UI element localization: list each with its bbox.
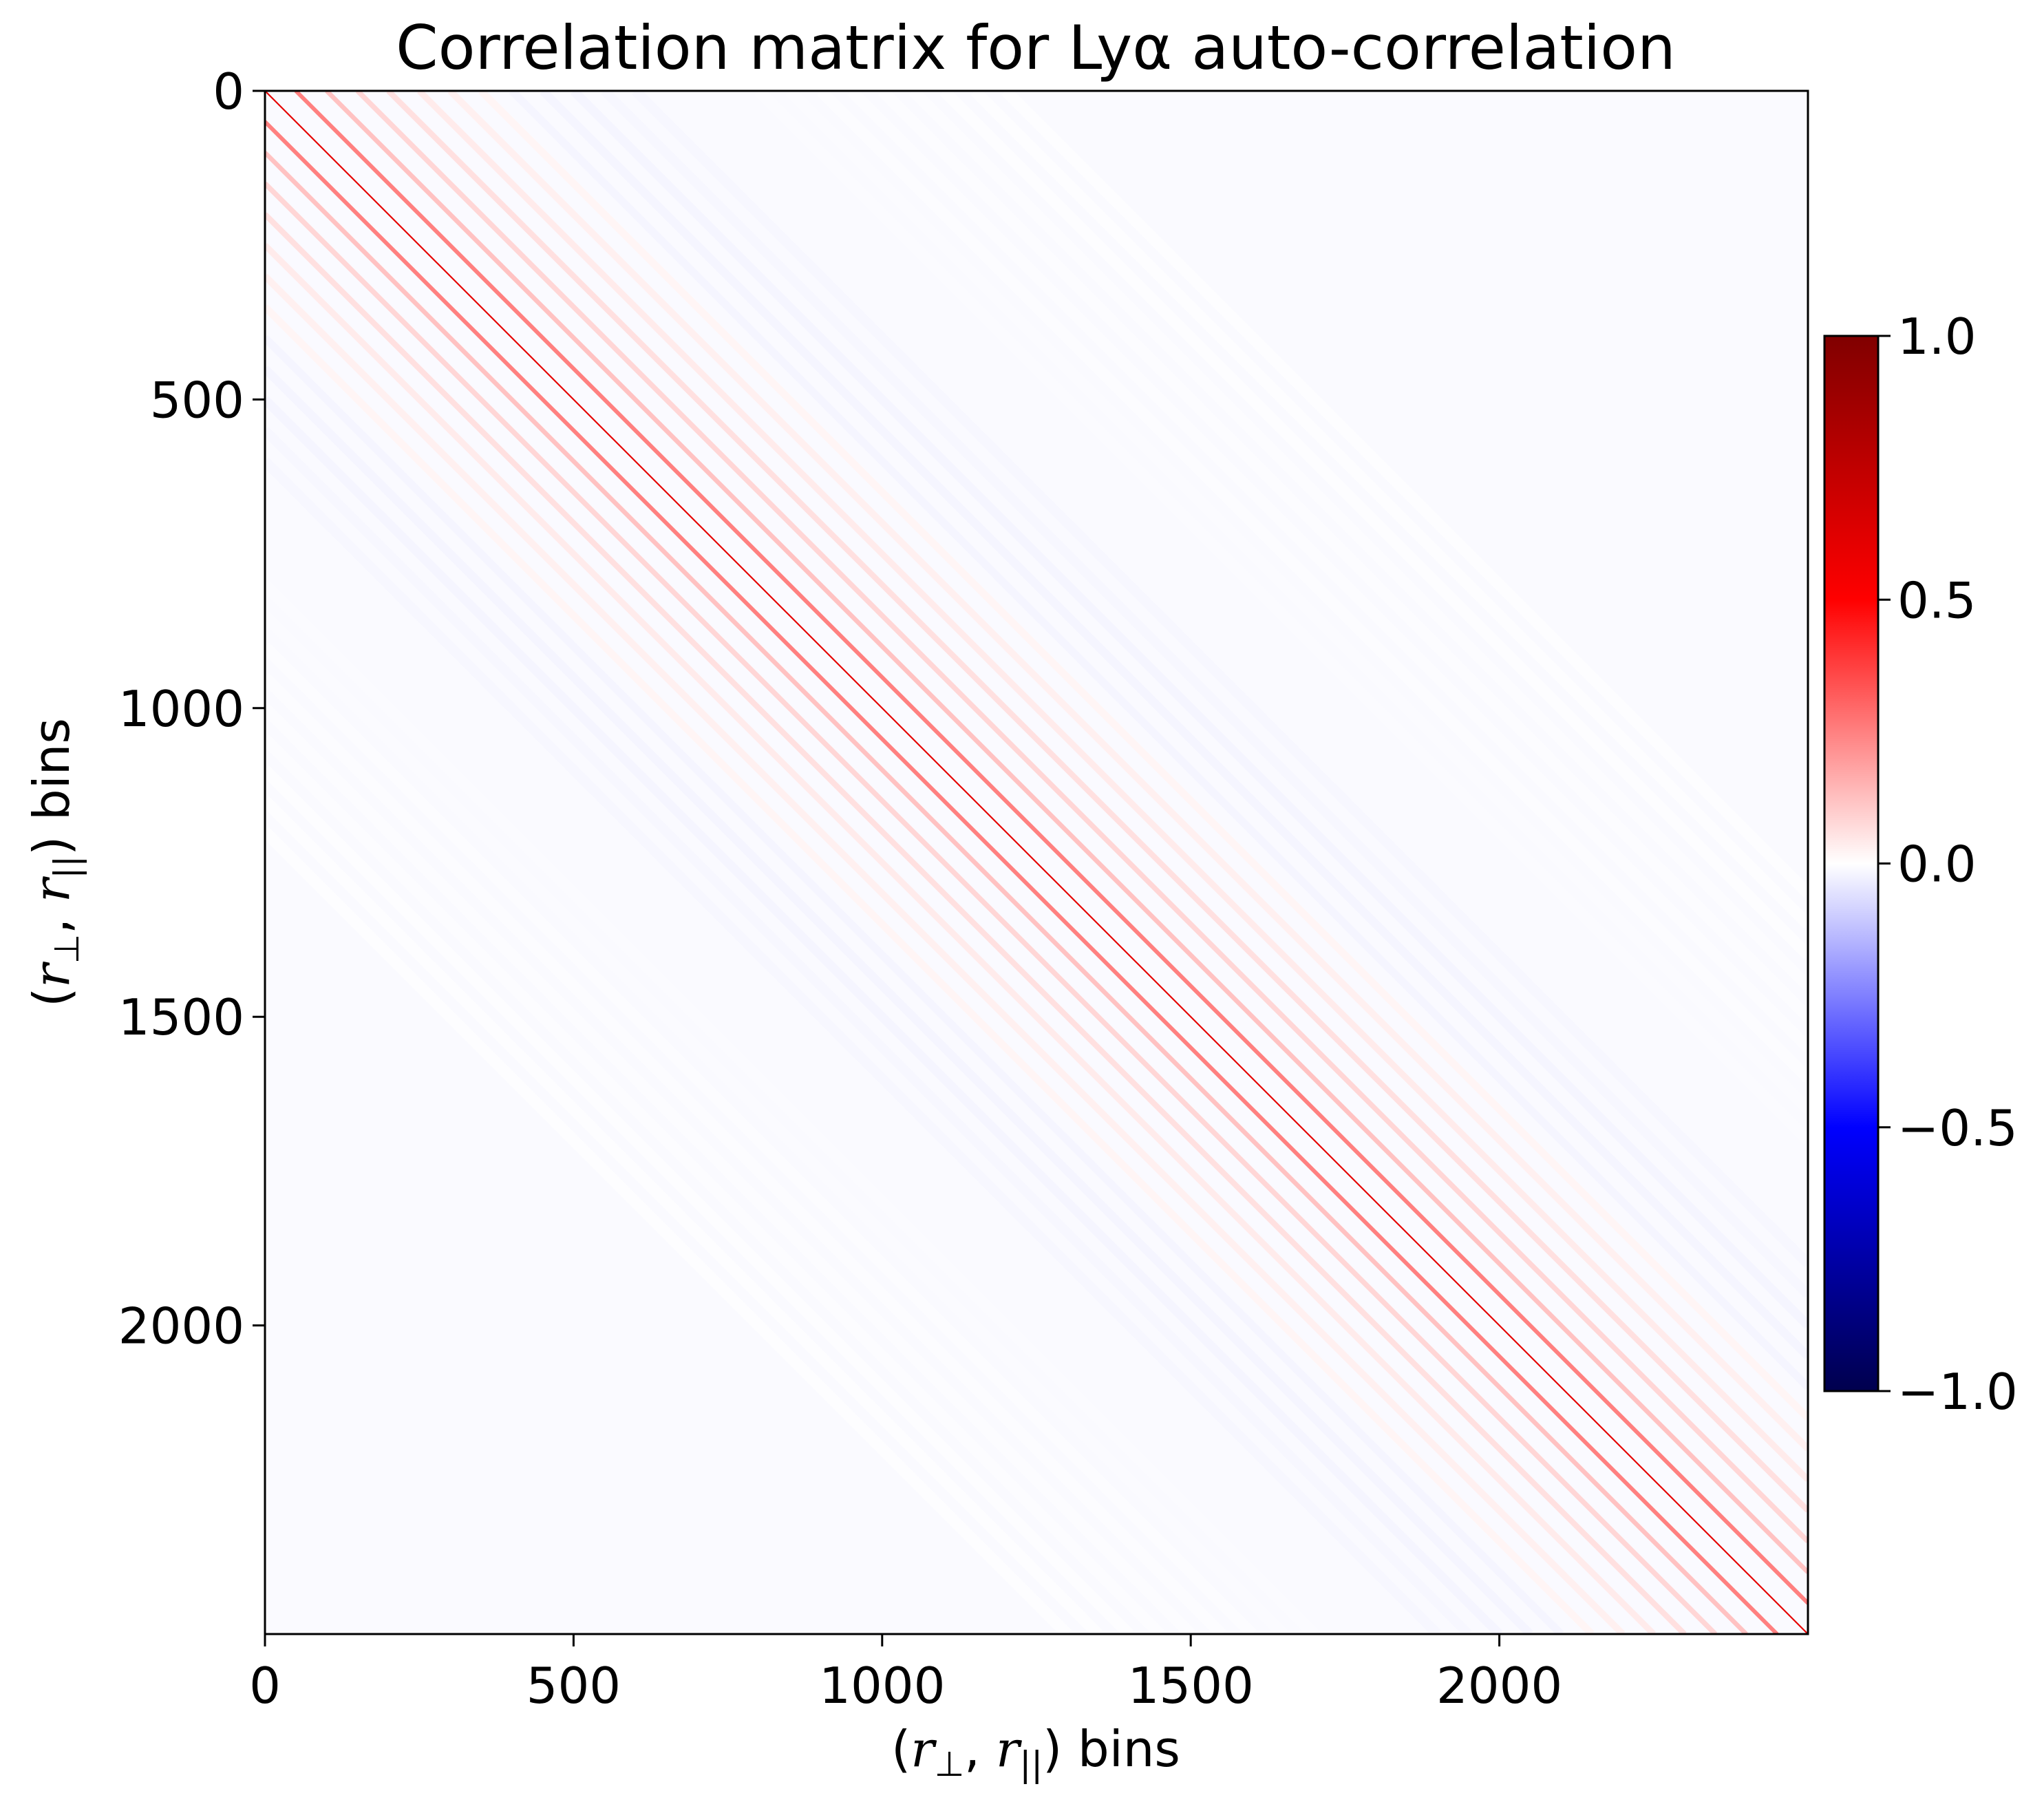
heatmap-band — [478, 91, 1808, 1421]
heatmap-band — [265, 518, 1381, 1634]
heatmap-band — [540, 91, 1808, 1359]
heatmap-band — [265, 91, 1808, 1634]
x-axis-label: (r⊥, r||) bins — [891, 1720, 1180, 1784]
heatmap-band — [265, 242, 1657, 1634]
heatmap-band — [754, 91, 1808, 1145]
heatmap-band — [847, 91, 1808, 1052]
heatmap-band — [265, 396, 1503, 1634]
heatmap-band — [908, 91, 1808, 990]
heatmap-band — [265, 151, 1748, 1634]
heatmap-band — [265, 734, 1164, 1634]
heatmap-band — [325, 91, 1808, 1574]
heatmap-band — [723, 91, 1808, 1176]
y-tick-label: 2000 — [118, 1297, 244, 1355]
heatmap-band — [570, 91, 1808, 1329]
colorbar: 1.0 0.5 0.0 −0.5 −1.0 — [1823, 308, 2018, 1421]
chart-title: Correlation matrix for Lyα auto-correlat… — [396, 12, 1676, 83]
heatmap-band — [816, 91, 1808, 1083]
heatmap-band — [877, 91, 1808, 1021]
colorbar-tick-label: −0.5 — [1897, 1099, 2018, 1157]
heatmap-band — [416, 91, 1808, 1483]
heatmap-band — [265, 427, 1472, 1634]
colorbar-gradient — [1823, 335, 1880, 1392]
y-tick-label: 500 — [150, 371, 244, 429]
x-tick-label: 500 — [526, 1657, 621, 1715]
y-axis-label: (r⊥, r||) bins — [23, 718, 87, 1007]
colorbar-tick-label: 0.0 — [1897, 836, 1977, 893]
y-tick-label: 1500 — [118, 988, 244, 1046]
y-tick-label: 1000 — [118, 680, 244, 738]
heatmap-band — [355, 91, 1808, 1544]
heatmap-band — [1001, 91, 1808, 898]
colorbar-tick-label: 0.5 — [1897, 571, 1977, 629]
heatmap-band — [939, 91, 1808, 960]
heatmap-band — [265, 672, 1226, 1634]
y-tick-label: 0 — [213, 63, 244, 120]
heatmap-band — [265, 703, 1195, 1634]
heatmap-band — [509, 91, 1808, 1390]
heatmap-band — [265, 765, 1133, 1634]
heatmap-band — [265, 827, 1072, 1634]
plot-frame — [264, 89, 1809, 1635]
x-tick-label: 0 — [249, 1657, 281, 1715]
heatmap-band — [601, 91, 1808, 1298]
x-tick-label: 1000 — [819, 1657, 945, 1715]
x-tick-label: 1500 — [1128, 1657, 1254, 1715]
colorbar-ticks: 1.0 0.5 0.0 −0.5 −1.0 — [1878, 308, 2018, 1421]
colorbar-tick-label: −1.0 — [1897, 1363, 2018, 1421]
colorbar-tick-label: 1.0 — [1897, 308, 1977, 365]
heatmap-band — [970, 91, 1808, 929]
heatmap-band — [265, 304, 1595, 1634]
heatmap-band — [265, 273, 1626, 1634]
heatmap-band — [785, 91, 1808, 1114]
x-tick-label: 2000 — [1436, 1657, 1562, 1715]
heatmap-band — [662, 91, 1808, 1237]
heatmap-band — [265, 335, 1564, 1634]
heatmap-band — [631, 91, 1808, 1268]
heatmap-band — [265, 611, 1288, 1634]
heatmap-band — [265, 549, 1350, 1634]
heatmap-band — [294, 91, 1808, 1605]
heatmap-band — [265, 796, 1103, 1634]
heatmap-band — [265, 212, 1687, 1634]
heatmap-band — [386, 91, 1808, 1513]
y-axis: 0 500 1000 1500 2000 — [118, 63, 265, 1355]
heatmap-band — [265, 181, 1718, 1634]
heatmap-band — [265, 365, 1533, 1634]
x-axis: 0 500 1000 1500 2000 — [249, 1634, 1562, 1715]
plot-area — [264, 89, 1809, 1635]
heatmap-band — [447, 91, 1808, 1452]
heatmap-band — [265, 580, 1319, 1634]
heatmap-diagonal-bands — [265, 91, 1808, 1634]
heatmap-band — [265, 488, 1411, 1634]
heatmap-band — [265, 457, 1442, 1634]
heatmap-band — [265, 120, 1779, 1634]
heatmap-band — [265, 642, 1257, 1634]
heatmap-band — [692, 91, 1808, 1207]
